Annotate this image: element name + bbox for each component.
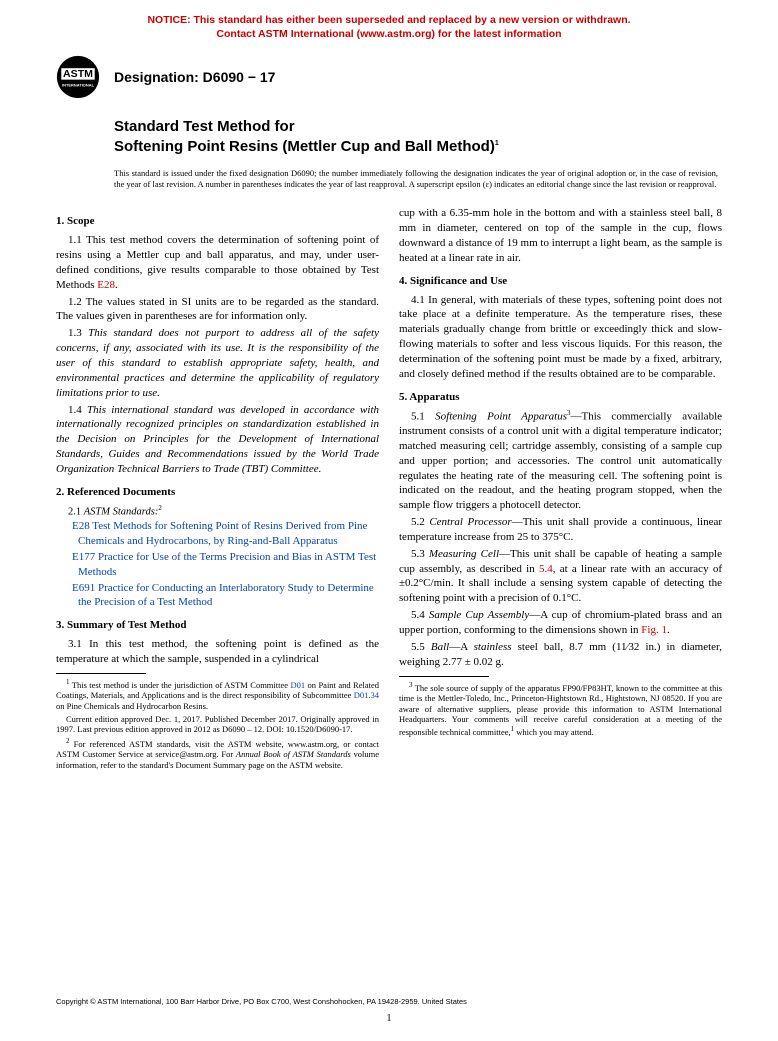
footnotes-right: 3 The sole source of supply of the appar… bbox=[399, 681, 722, 738]
scope-head: 1. Scope bbox=[56, 214, 379, 229]
para-3-1-cont: cup with a 6.35-mm hole in the bottom an… bbox=[399, 206, 722, 265]
ref-e691[interactable]: E691 Practice for Conducting an Interlab… bbox=[56, 581, 379, 611]
footnote-rule-right bbox=[399, 676, 489, 677]
para-5-1: 5.1 Softening Point Apparatus3—This comm… bbox=[399, 409, 722, 514]
title-block: Standard Test Method for Softening Point… bbox=[0, 99, 778, 160]
link-fig1[interactable]: Fig. 1 bbox=[641, 624, 667, 636]
footnote-1: 1 This test method is under the jurisdic… bbox=[56, 678, 379, 712]
para-5-4: 5.4 Sample Cup Assembly—A cup of chromiu… bbox=[399, 608, 722, 638]
para-2-1: 2.1 ASTM Standards:2 bbox=[56, 504, 379, 520]
para-4-1: 4.1 In general, with materials of these … bbox=[399, 293, 722, 382]
notice-banner: NOTICE: This standard has either been su… bbox=[0, 0, 778, 45]
footnote-rule-left bbox=[56, 673, 146, 674]
title-line1: Standard Test Method for bbox=[114, 117, 718, 137]
refdoc-head: 2. Referenced Documents bbox=[56, 485, 379, 500]
para-1-3: 1.3 This standard does not purport to ad… bbox=[56, 326, 379, 400]
footnote-3: 3 The sole source of supply of the appar… bbox=[399, 681, 722, 738]
para-1-2: 1.2 The values stated in SI units are to… bbox=[56, 295, 379, 325]
para-3-1: 3.1 In this test method, the softening p… bbox=[56, 637, 379, 667]
logo-bottom-text: INTERNATIONAL bbox=[62, 83, 95, 88]
notice-line1: NOTICE: This standard has either been su… bbox=[147, 14, 630, 26]
summary-head: 3. Summary of Test Method bbox=[56, 618, 379, 633]
issue-note: This standard is issued under the fixed … bbox=[0, 160, 778, 200]
link-5-4[interactable]: 5.4 bbox=[539, 563, 553, 575]
ref-e177[interactable]: E177 Practice for Use of the Terms Preci… bbox=[56, 550, 379, 580]
title-line2: Softening Point Resins (Mettler Cup and … bbox=[114, 137, 718, 157]
sig-head: 4. Significance and Use bbox=[399, 274, 722, 289]
footnotes-left: 1 This test method is under the jurisdic… bbox=[56, 678, 379, 771]
para-5-2: 5.2 Central Processor—This unit shall pr… bbox=[399, 515, 722, 545]
link-e28[interactable]: E28 bbox=[97, 279, 115, 291]
designation: Designation: D6090 − 17 bbox=[114, 68, 275, 87]
footnote-1b: Current edition approved Dec. 1, 2017. P… bbox=[56, 714, 379, 735]
header-row: ASTM INTERNATIONAL Designation: D6090 − … bbox=[0, 45, 778, 99]
ref-e28[interactable]: E28 Test Methods for Softening Point of … bbox=[56, 519, 379, 549]
designation-label: Designation: bbox=[114, 69, 203, 85]
para-5-5: 5.5 Ball—A stainless steel ball, 8.7 mm … bbox=[399, 640, 722, 670]
link-d01[interactable]: D01 bbox=[290, 680, 305, 690]
designation-code: D6090 − 17 bbox=[203, 69, 276, 85]
para-1-4: 1.4 This international standard was deve… bbox=[56, 403, 379, 477]
notice-line2: Contact ASTM International (www.astm.org… bbox=[216, 28, 561, 40]
right-column: cup with a 6.35-mm hole in the bottom an… bbox=[399, 206, 722, 772]
link-d0134[interactable]: D01.34 bbox=[354, 690, 379, 700]
body-columns: 1. Scope 1.1 This test method covers the… bbox=[0, 200, 778, 772]
copyright: Copyright © ASTM International, 100 Barr… bbox=[56, 997, 467, 1007]
para-5-3: 5.3 Measuring Cell—This unit shall be ca… bbox=[399, 547, 722, 606]
left-column: 1. Scope 1.1 This test method covers the… bbox=[56, 206, 379, 772]
title-sup: 1 bbox=[495, 140, 499, 147]
para-1-1: 1.1 This test method covers the determin… bbox=[56, 233, 379, 292]
footnote-2: 2 For referenced ASTM standards, visit t… bbox=[56, 737, 379, 771]
apparatus-head: 5. Apparatus bbox=[399, 390, 722, 405]
logo-top-text: ASTM bbox=[63, 68, 93, 80]
page-number: 1 bbox=[0, 1012, 778, 1026]
astm-logo: ASTM INTERNATIONAL bbox=[56, 55, 100, 99]
